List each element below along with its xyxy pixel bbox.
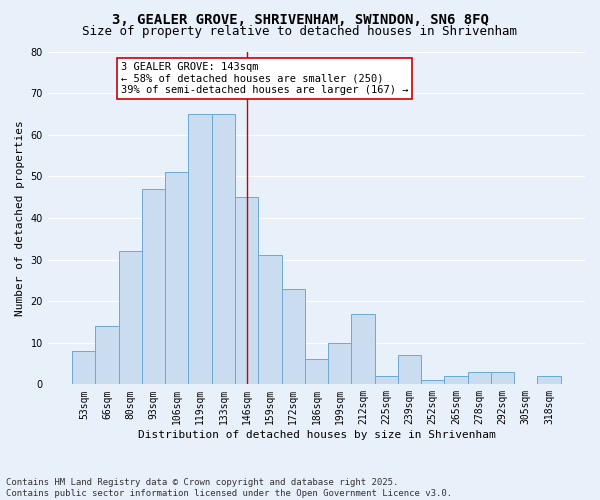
Text: 3, GEALER GROVE, SHRIVENHAM, SWINDON, SN6 8FQ: 3, GEALER GROVE, SHRIVENHAM, SWINDON, SN… — [112, 12, 488, 26]
Bar — [119, 251, 142, 384]
Bar — [95, 326, 119, 384]
Bar — [351, 314, 374, 384]
Bar — [445, 376, 467, 384]
Bar — [538, 376, 560, 384]
Bar — [305, 360, 328, 384]
Bar — [467, 372, 491, 384]
Bar — [142, 189, 165, 384]
Bar — [258, 256, 281, 384]
Bar — [72, 351, 95, 384]
Y-axis label: Number of detached properties: Number of detached properties — [15, 120, 25, 316]
Text: Contains HM Land Registry data © Crown copyright and database right 2025.
Contai: Contains HM Land Registry data © Crown c… — [6, 478, 452, 498]
Bar — [491, 372, 514, 384]
Bar — [212, 114, 235, 384]
Bar — [328, 342, 351, 384]
Bar — [421, 380, 445, 384]
Text: Size of property relative to detached houses in Shrivenham: Size of property relative to detached ho… — [83, 25, 517, 38]
Bar — [188, 114, 212, 384]
Bar — [374, 376, 398, 384]
Bar — [235, 197, 258, 384]
Bar — [165, 172, 188, 384]
Text: 3 GEALER GROVE: 143sqm
← 58% of detached houses are smaller (250)
39% of semi-de: 3 GEALER GROVE: 143sqm ← 58% of detached… — [121, 62, 409, 95]
X-axis label: Distribution of detached houses by size in Shrivenham: Distribution of detached houses by size … — [137, 430, 495, 440]
Bar — [398, 355, 421, 384]
Bar — [281, 288, 305, 384]
